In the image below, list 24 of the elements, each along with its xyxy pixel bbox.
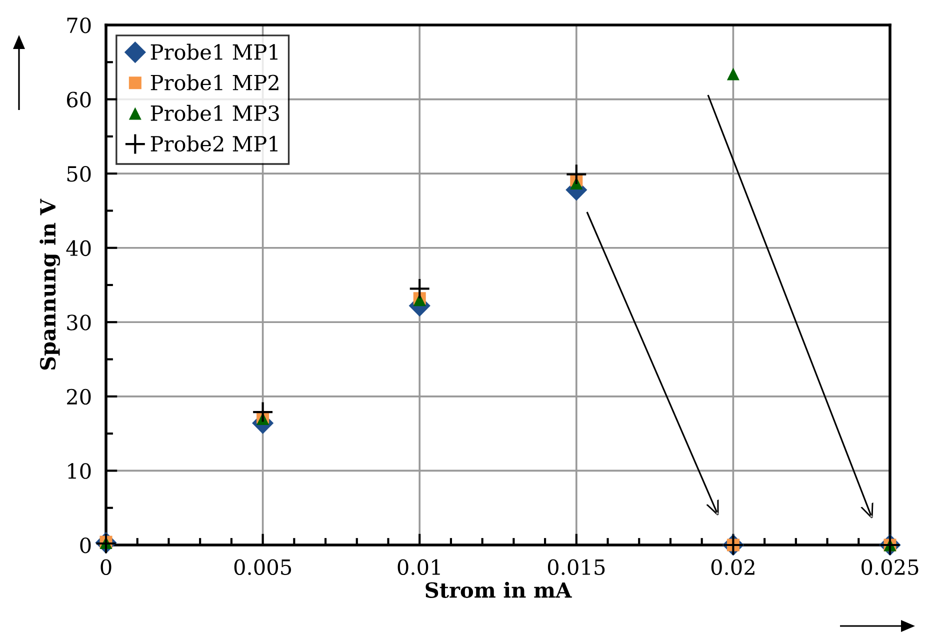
legend-label: Probe2 MP1 [150,135,278,152]
y-tick-label: 30 [67,314,91,330]
point [252,401,274,423]
point [726,68,740,80]
y-tick-label: 40 [66,240,91,256]
x-tick-label: 0 [100,559,112,576]
legend-label: Probe1 MP3 [150,104,279,122]
point [566,164,588,186]
x-tick-label: 0.015 [548,559,605,576]
x-tick-label: 0.01 [398,559,440,576]
y-tick-label: 20 [67,388,91,405]
y-tick-label: 60 [66,92,91,108]
y-tick-label: 50 [67,166,91,182]
x-tick-label: 0.005 [234,559,292,576]
x-tick-label: 0.025 [862,559,918,576]
legend-label: Probe1 MP1 [150,44,278,60]
y-tick-label: 70 [67,17,91,34]
y-tick-label: 10 [68,463,91,479]
legend-label: Probe1 MP2 [150,74,278,90]
x-axis-title: Strom in mA [426,582,572,598]
point [408,278,430,300]
y-axis-title: Spannung in V [40,198,60,370]
x-tick-label: 0.02 [711,559,754,576]
y-tick-label: 0 [80,537,91,554]
